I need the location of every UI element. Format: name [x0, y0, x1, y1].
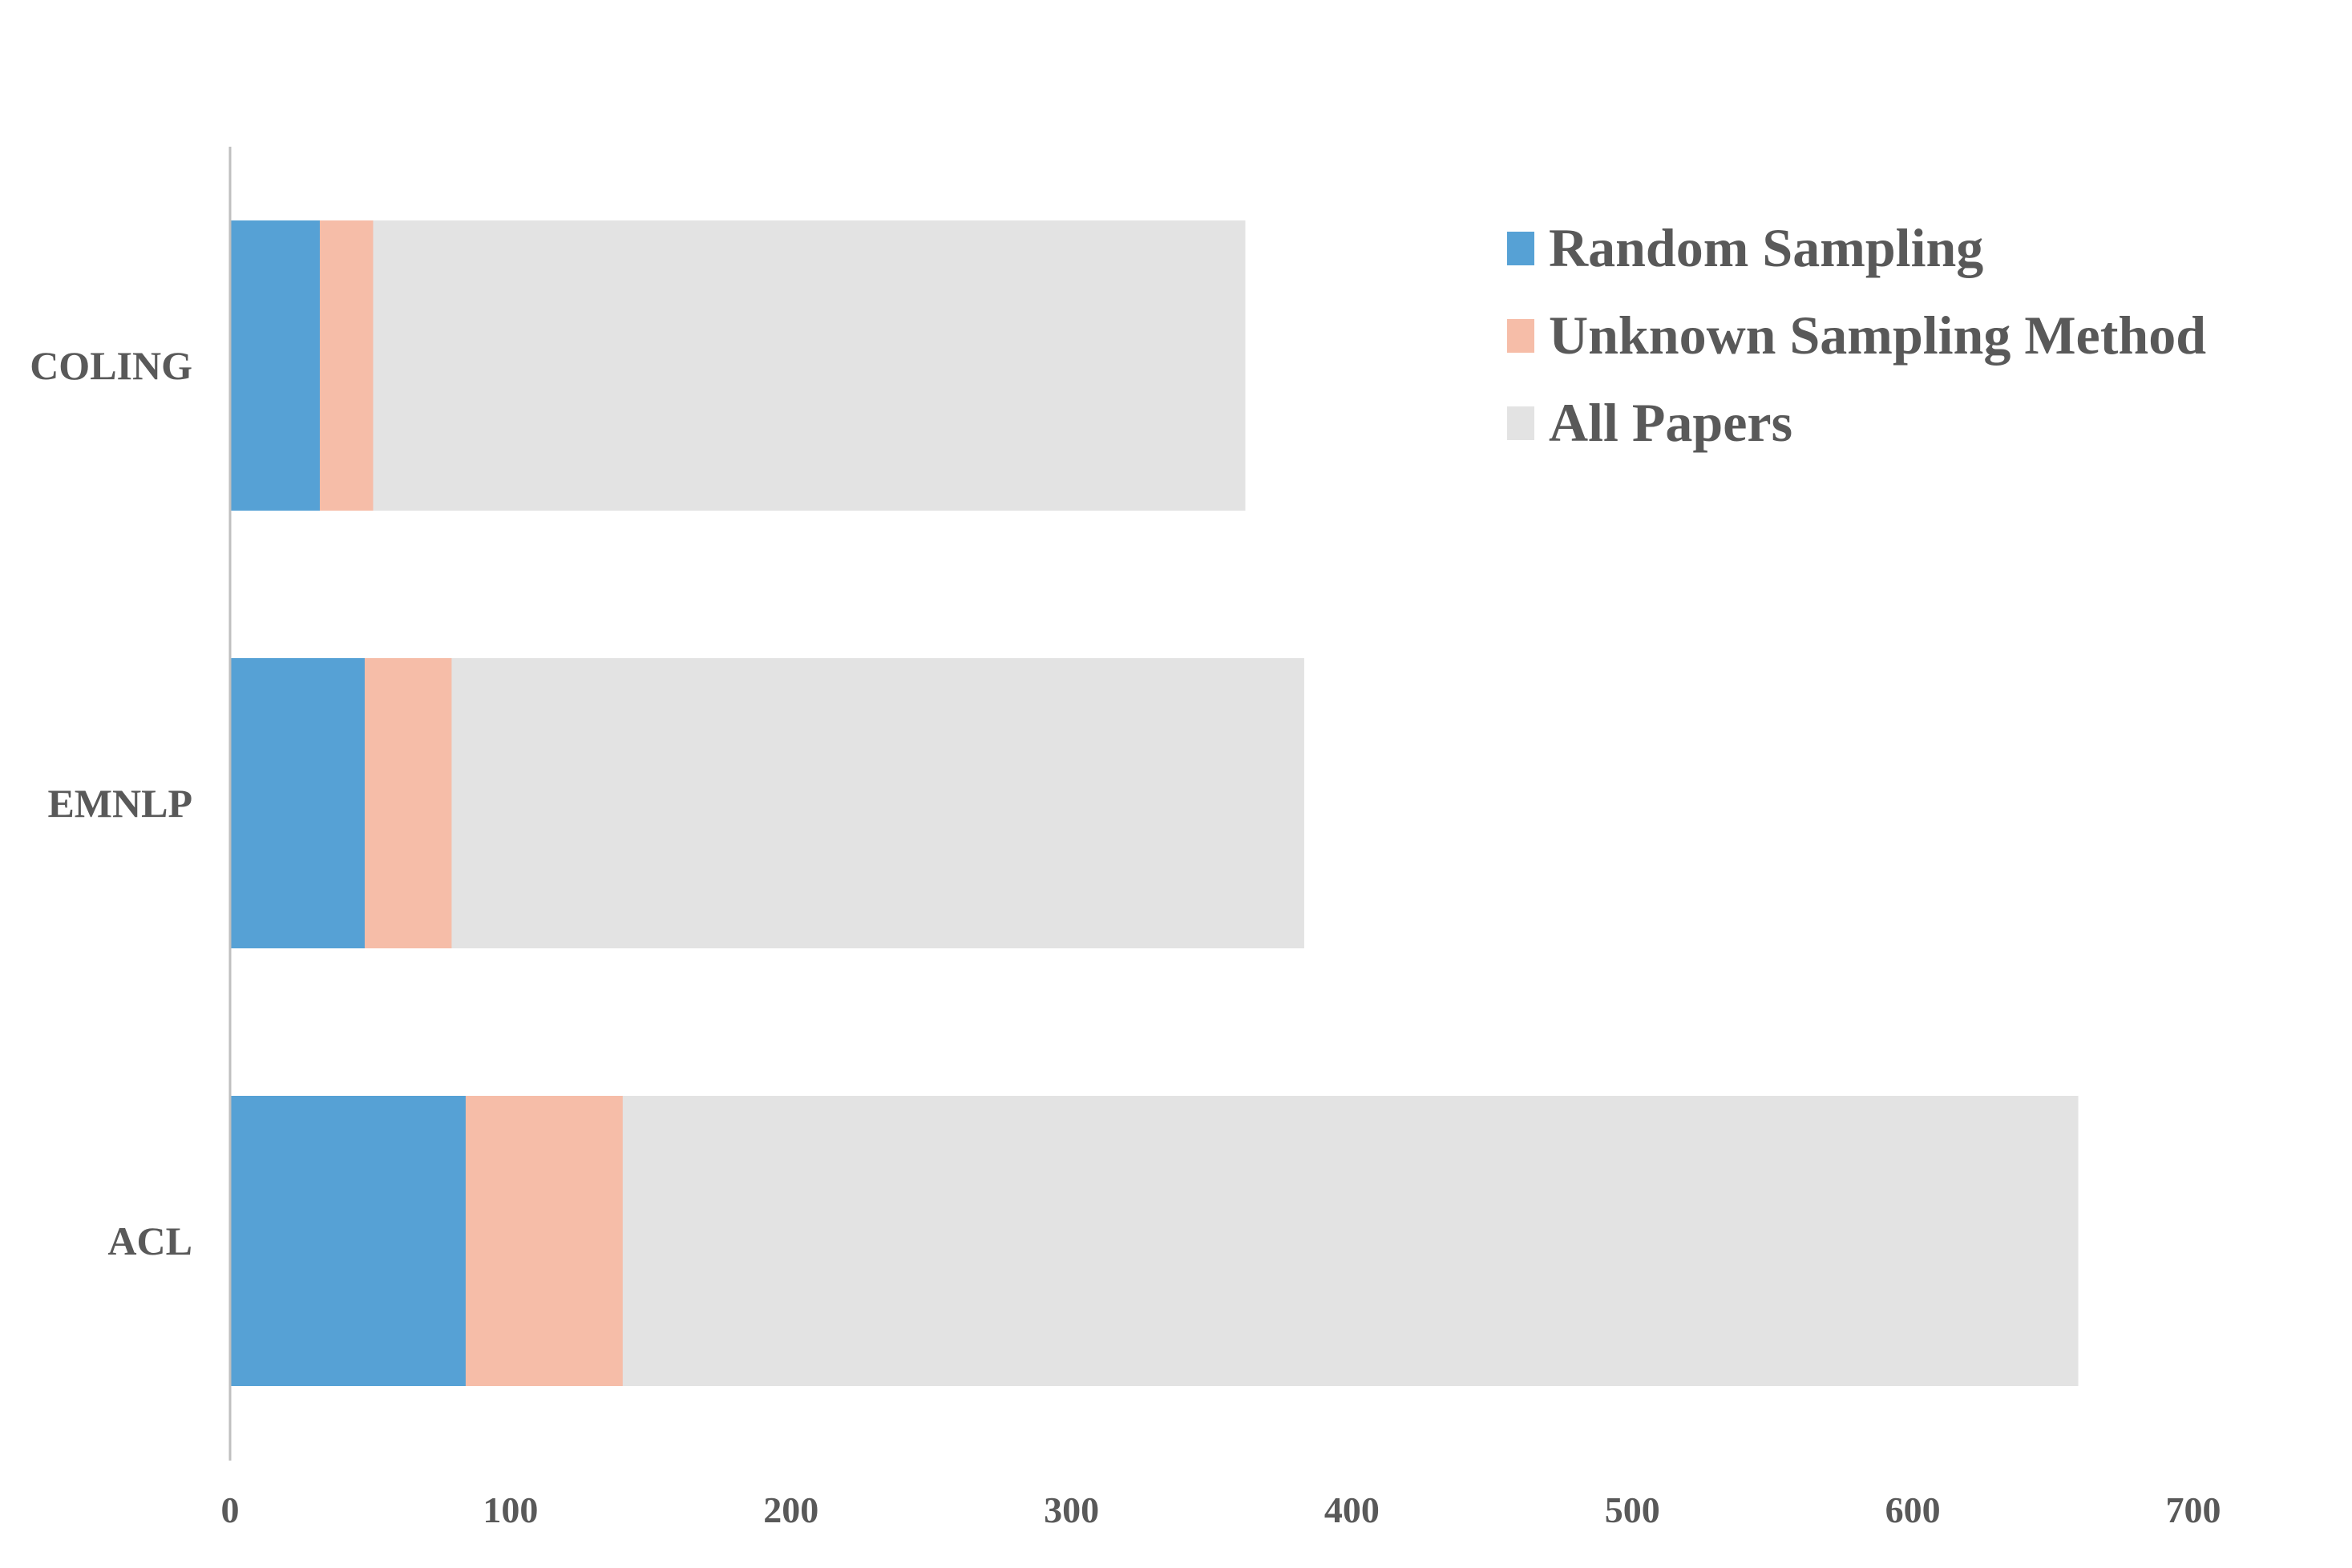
- category-label-coling: COLING: [30, 343, 192, 388]
- x-tick-label-300: 300: [1044, 1489, 1099, 1530]
- legend: Random Sampling Unknown Sampling Method Al…: [1507, 217, 2206, 453]
- x-tick-label-700: 700: [2166, 1489, 2221, 1530]
- legend-label-all-papers: All Papers: [1549, 392, 1792, 453]
- bar-coling-random-sampling: [230, 220, 320, 511]
- bar-acl-random-sampling: [230, 1096, 466, 1386]
- bar-coling-all-papers: [230, 220, 1246, 511]
- x-tick-label-500: 500: [1605, 1489, 1660, 1530]
- category-labels: COLING EMNLP ACL: [30, 343, 192, 1263]
- x-tick-label-600: 600: [1885, 1489, 1941, 1530]
- legend-label-unknown-sampling-method: Unknown Sampling Method: [1549, 305, 2206, 366]
- category-label-acl: ACL: [107, 1218, 192, 1263]
- x-tick-labels: 0 100 200 300 400 500 600 700: [221, 1489, 2221, 1530]
- x-tick-label-400: 400: [1324, 1489, 1380, 1530]
- bars-group: [230, 220, 2079, 1386]
- x-tick-label-0: 0: [221, 1489, 240, 1530]
- legend-swatch-all-papers: [1507, 406, 1534, 440]
- legend-label-random-sampling: Random Sampling: [1549, 217, 1983, 278]
- x-tick-label-200: 200: [763, 1489, 818, 1530]
- x-tick-label-100: 100: [483, 1489, 538, 1530]
- legend-swatch-unknown-sampling-method: [1507, 319, 1534, 353]
- legend-swatch-random-sampling: [1507, 232, 1534, 265]
- bar-emnlp-random-sampling: [230, 658, 365, 948]
- category-label-emnlp: EMNLP: [47, 781, 192, 826]
